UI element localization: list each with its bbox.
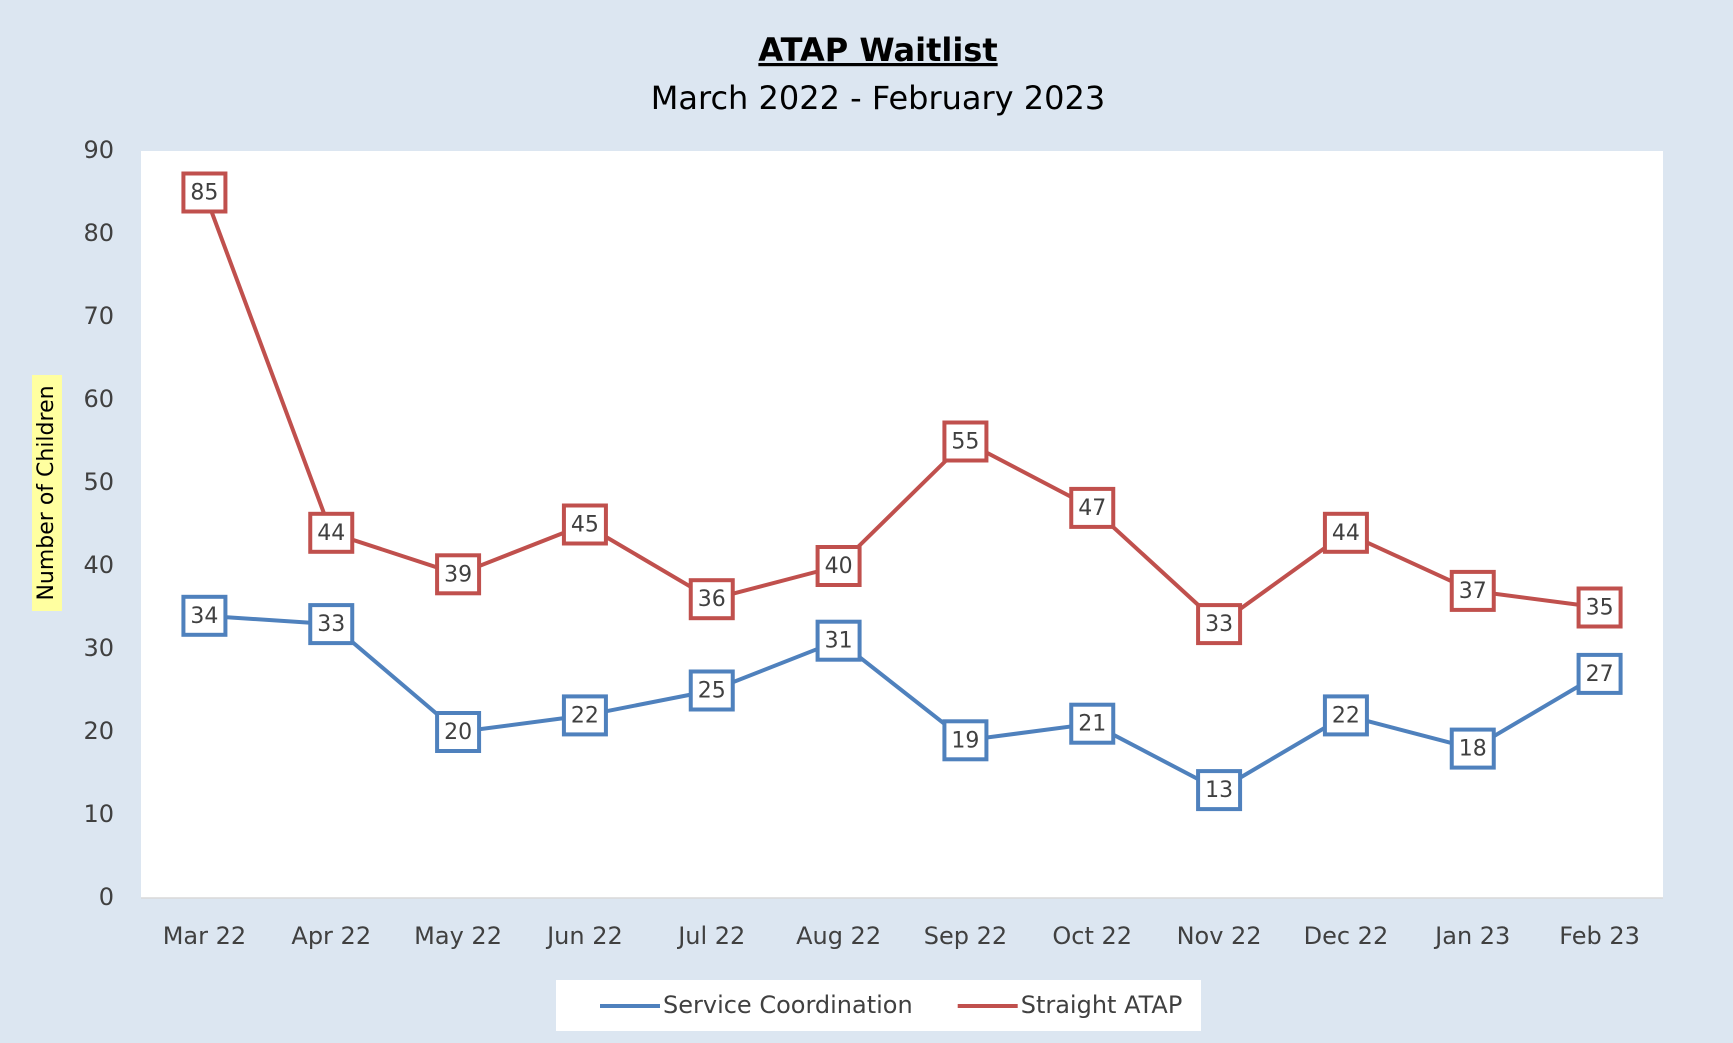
- data-label: 22: [571, 703, 599, 728]
- data-label: 20: [444, 720, 472, 745]
- marker: [1322, 694, 1369, 737]
- data-label: 35: [1586, 596, 1614, 621]
- marker: [308, 603, 355, 646]
- marker: [1449, 569, 1496, 612]
- marker: [561, 694, 608, 737]
- marker: [1449, 727, 1496, 770]
- x-tick-label: Feb 23: [1559, 922, 1640, 950]
- data-label: 31: [825, 629, 853, 654]
- data-label: 33: [1205, 612, 1233, 637]
- x-tick-label: Nov 22: [1177, 922, 1262, 950]
- x-tick-label: Apr 22: [291, 922, 371, 950]
- data-label: 19: [951, 728, 979, 753]
- y-tick-label: 50: [83, 468, 114, 496]
- y-tick-label: 40: [83, 551, 114, 579]
- marker: [815, 545, 862, 587]
- x-tick-label: Dec 22: [1304, 922, 1389, 950]
- data-label: 25: [698, 679, 726, 704]
- legend-label: Straight ATAP: [1021, 991, 1183, 1019]
- data-label: 21: [1078, 712, 1106, 737]
- x-tick-label: Jan 23: [1433, 922, 1510, 950]
- x-tick-label: Sep 22: [924, 922, 1007, 950]
- plot-area: [141, 151, 1663, 898]
- x-tick-label: Oct 22: [1052, 922, 1132, 950]
- marker: [688, 578, 735, 621]
- x-tick-label: Jun 22: [545, 922, 623, 950]
- legend-label: Service Coordination: [663, 991, 913, 1019]
- data-label: 44: [1332, 521, 1360, 546]
- y-tick-label: 80: [83, 219, 114, 247]
- y-label-highlight: [32, 375, 62, 611]
- marker: [1069, 486, 1116, 529]
- marker: [688, 669, 735, 712]
- marker: [942, 719, 989, 762]
- y-tick-label: 10: [83, 800, 114, 828]
- data-label: 22: [1332, 703, 1360, 728]
- data-label: 47: [1078, 496, 1106, 521]
- marker: [561, 503, 608, 546]
- chart-title: ATAP Waitlist: [758, 31, 997, 69]
- legend: [556, 980, 1201, 1031]
- data-label: 18: [1459, 737, 1487, 762]
- x-tick-label: Aug 22: [796, 922, 881, 950]
- y-axis-label: Number of Children: [34, 385, 59, 600]
- marker: [435, 711, 482, 753]
- data-label: 37: [1459, 579, 1487, 604]
- y-tick-label: 70: [83, 302, 114, 330]
- data-label: 39: [444, 562, 472, 587]
- marker: [1196, 603, 1243, 646]
- data-label: 55: [951, 430, 979, 455]
- y-tick-label: 20: [83, 717, 114, 745]
- data-label: 40: [825, 554, 853, 579]
- data-label: 33: [317, 612, 345, 637]
- marker: [1322, 511, 1369, 554]
- x-tick-label: May 22: [414, 922, 502, 950]
- data-label: 44: [317, 521, 345, 546]
- chart-subtitle: March 2022 - February 2023: [651, 79, 1105, 117]
- y-tick-label: 0: [99, 883, 114, 911]
- data-label: 36: [698, 587, 726, 612]
- x-tick-label: Jul 22: [676, 922, 745, 950]
- data-label: 85: [190, 181, 218, 206]
- data-label: 13: [1205, 778, 1233, 803]
- marker: [181, 594, 228, 637]
- marker: [308, 511, 355, 554]
- data-label: 27: [1586, 662, 1614, 687]
- data-label: 34: [190, 604, 218, 629]
- marker: [435, 553, 482, 596]
- marker: [942, 420, 989, 463]
- marker: [1069, 702, 1116, 745]
- marker: [815, 619, 862, 662]
- marker: [181, 171, 228, 214]
- marker: [1576, 652, 1623, 695]
- marker: [1576, 586, 1623, 629]
- y-tick-label: 60: [83, 385, 114, 413]
- y-tick-label: 30: [83, 634, 114, 662]
- marker: [1196, 769, 1243, 812]
- x-tick-label: Mar 22: [163, 922, 246, 950]
- data-label: 45: [571, 513, 599, 538]
- y-tick-label: 90: [83, 136, 114, 164]
